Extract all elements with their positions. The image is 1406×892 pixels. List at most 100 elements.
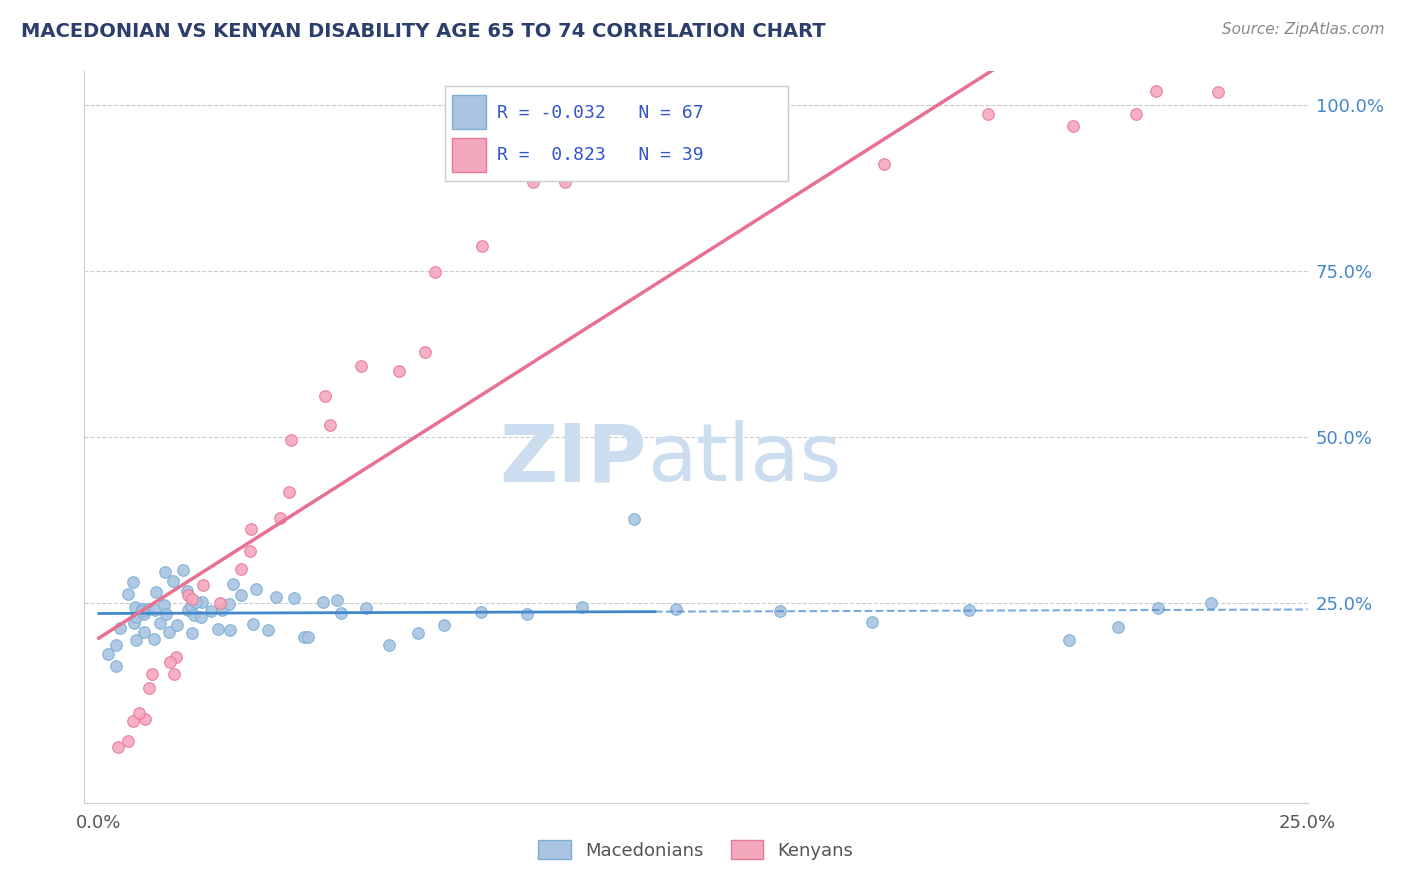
Text: MACEDONIAN VS KENYAN DISABILITY AGE 65 TO 74 CORRELATION CHART: MACEDONIAN VS KENYAN DISABILITY AGE 65 T… xyxy=(21,22,825,41)
Point xyxy=(142,632,165,646)
Point xyxy=(1057,632,1080,647)
Point xyxy=(200,604,222,618)
Point xyxy=(257,624,280,638)
Point xyxy=(125,632,148,647)
Point xyxy=(1062,120,1084,134)
Legend: Macedonians, Kenyans: Macedonians, Kenyans xyxy=(531,833,860,867)
Point xyxy=(180,592,202,607)
Point xyxy=(117,587,139,601)
Point xyxy=(191,577,214,591)
Point xyxy=(388,364,411,378)
Point xyxy=(278,484,301,499)
Point xyxy=(297,630,319,644)
Point xyxy=(145,585,167,599)
Text: Source: ZipAtlas.com: Source: ZipAtlas.com xyxy=(1222,22,1385,37)
Point xyxy=(433,618,456,632)
Point xyxy=(166,617,188,632)
Point xyxy=(191,595,214,609)
Point xyxy=(1125,107,1147,121)
Point xyxy=(132,607,155,621)
Point xyxy=(190,610,212,624)
Point xyxy=(470,605,492,619)
Point xyxy=(769,604,792,618)
Point xyxy=(1107,620,1129,634)
Point xyxy=(1144,84,1167,98)
Point xyxy=(976,107,998,121)
Point xyxy=(96,647,118,661)
Point xyxy=(413,345,436,359)
Point xyxy=(860,615,883,629)
Point xyxy=(122,714,145,729)
Point xyxy=(873,157,896,171)
Point xyxy=(245,582,267,596)
Point xyxy=(640,131,662,145)
Point xyxy=(471,239,494,253)
Point xyxy=(329,606,352,620)
Point xyxy=(211,603,233,617)
Point xyxy=(117,733,139,747)
Point xyxy=(157,624,180,639)
Point xyxy=(378,638,401,652)
Point xyxy=(221,576,243,591)
Point xyxy=(229,562,252,576)
Point xyxy=(319,418,342,433)
Point xyxy=(229,588,252,602)
Point xyxy=(312,595,335,609)
Point xyxy=(665,601,688,615)
Point xyxy=(165,650,187,665)
Point xyxy=(264,591,287,605)
Point xyxy=(159,655,181,669)
Point xyxy=(131,604,153,618)
Point xyxy=(763,120,786,135)
Point xyxy=(957,603,980,617)
Point xyxy=(138,681,160,695)
Point xyxy=(1199,597,1222,611)
Text: ZIP: ZIP xyxy=(499,420,647,498)
Point xyxy=(176,584,198,599)
Point xyxy=(554,176,576,190)
Point xyxy=(153,599,176,613)
Point xyxy=(515,607,537,621)
Point xyxy=(180,599,202,613)
Point xyxy=(208,596,231,610)
Point xyxy=(104,638,127,652)
Point xyxy=(125,609,148,624)
Point xyxy=(162,574,184,588)
Point xyxy=(280,434,302,448)
Point xyxy=(132,624,155,639)
Point xyxy=(107,739,129,754)
Point xyxy=(176,588,198,602)
Point xyxy=(1206,86,1229,100)
Point xyxy=(124,599,146,614)
Point xyxy=(522,175,544,189)
Point xyxy=(661,129,683,144)
Point xyxy=(406,626,429,640)
Point xyxy=(163,667,186,681)
Point xyxy=(104,659,127,673)
Point xyxy=(128,706,150,720)
Point xyxy=(240,522,263,536)
Point xyxy=(1147,601,1170,615)
Point xyxy=(186,595,208,609)
Point xyxy=(207,622,229,636)
Point xyxy=(153,566,176,580)
Point xyxy=(242,617,264,632)
Point xyxy=(283,591,305,605)
Point xyxy=(131,602,153,616)
Point xyxy=(423,264,446,278)
Point xyxy=(136,602,159,616)
Point xyxy=(354,600,377,615)
Point xyxy=(122,616,145,631)
Point xyxy=(218,597,240,611)
Point xyxy=(141,667,163,681)
Point xyxy=(219,623,242,637)
Point xyxy=(314,389,336,403)
Point xyxy=(571,599,593,614)
Point xyxy=(143,603,166,617)
Text: atlas: atlas xyxy=(647,420,841,498)
Point xyxy=(149,616,172,631)
Point xyxy=(181,626,204,640)
Point xyxy=(730,128,752,142)
Point xyxy=(292,631,315,645)
Point xyxy=(177,602,200,616)
